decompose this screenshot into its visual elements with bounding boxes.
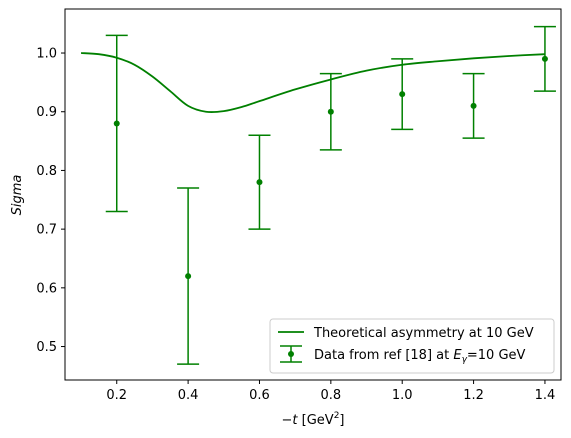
x-tick-label: 1.0	[392, 388, 413, 403]
legend-label-theory: Theoretical asymmetry at 10 GeV	[313, 326, 534, 341]
x-axis-label: −t [GeV2]	[282, 411, 345, 428]
x-tick-label: 0.6	[249, 388, 270, 403]
y-tick-label: 0.6	[36, 281, 57, 296]
x-tick-label: 0.4	[178, 388, 199, 403]
y-tick-label: 0.8	[36, 164, 57, 179]
data-marker	[256, 179, 262, 185]
y-tick-label: 0.9	[36, 105, 57, 120]
y-tick-label: 0.7	[36, 223, 57, 238]
data-marker	[542, 56, 548, 62]
data-marker	[399, 91, 405, 97]
data-point	[248, 135, 270, 229]
data-marker	[185, 273, 191, 279]
data-marker	[114, 120, 120, 126]
data-marker	[471, 103, 477, 109]
data-point	[320, 74, 342, 150]
data-point	[177, 188, 199, 364]
x-axis: 0.2 0.4 0.6 0.8 1.0 1.2 1.4	[106, 380, 555, 403]
legend-label-data: Data from ref [18] at Eγ=10 GeV	[314, 348, 526, 365]
data-point	[106, 35, 128, 211]
data-marker	[328, 109, 334, 115]
data-point	[534, 27, 556, 92]
plot-area	[81, 27, 556, 365]
data-point	[391, 59, 413, 129]
y-axis: 0.5 0.6 0.7 0.8 0.9 1.0	[36, 47, 65, 356]
theory-curve	[81, 53, 545, 112]
legend: Theoretical asymmetry at 10 GeV Data fro…	[270, 319, 554, 373]
x-tick-label: 0.8	[320, 388, 341, 403]
data-point	[463, 74, 485, 139]
y-tick-label: 0.5	[36, 340, 57, 355]
x-tick-label: 0.2	[106, 388, 127, 403]
y-tick-label: 1.0	[36, 47, 57, 62]
y-axis-label: Sigma	[10, 175, 25, 216]
x-tick-label: 1.4	[535, 388, 556, 403]
x-tick-label: 1.2	[463, 388, 484, 403]
